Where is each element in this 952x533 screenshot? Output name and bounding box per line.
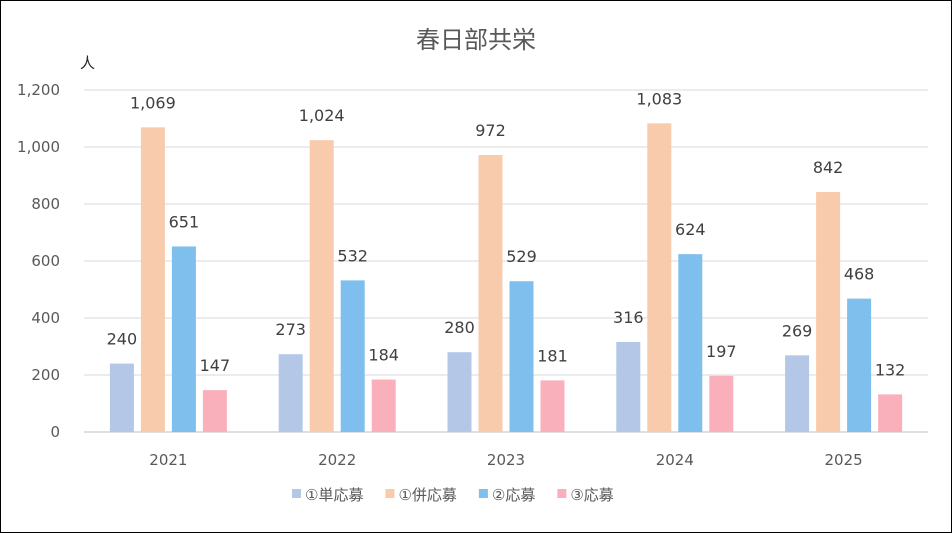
legend-swatch-series-2 (385, 489, 395, 498)
bar-2021-series-2 (140, 127, 165, 433)
data-label-2021-series-2: 1,069 (130, 93, 176, 112)
data-label-2025-series-1: 269 (782, 321, 813, 340)
data-label-2024-series-3: 624 (675, 220, 706, 239)
x-tick-label-2024: 2024 (656, 451, 694, 469)
bar-2024-series-2 (647, 123, 672, 432)
bar-2022-series-4 (371, 379, 396, 432)
x-tick-label-2022: 2022 (318, 451, 356, 469)
x-axis-ticks: 2021 2022 2023 2024 2025 (149, 451, 862, 469)
legend: ①単応募 ①併応募 ②応募 ③応募 (292, 486, 614, 504)
data-label-2024-series-1: 316 (613, 308, 644, 327)
data-label-2022-series-3: 532 (337, 246, 368, 265)
bar-2025-series-1 (785, 355, 810, 432)
y-axis-unit-label: 人 (80, 54, 95, 72)
bar-2025-series-3 (847, 298, 872, 432)
y-tick-label-800: 800 (31, 195, 60, 213)
legend-swatch-series-1 (292, 489, 301, 498)
y-tick-label-600: 600 (31, 252, 60, 270)
data-label-2023-series-2: 972 (475, 121, 506, 140)
data-label-2025-series-3: 468 (844, 265, 875, 284)
bar-2022-series-3 (340, 280, 365, 432)
bar-2023-series-4 (540, 380, 565, 432)
legend-label-series-1: ①単応募 (305, 486, 363, 504)
y-tick-label-1000: 1,000 (17, 138, 60, 156)
data-label-2022-series-1: 273 (275, 320, 306, 339)
bar-2021-series-1 (109, 363, 134, 432)
data-label-2022-series-2: 1,024 (299, 106, 345, 125)
y-tick-label-0: 0 (50, 423, 60, 441)
y-tick-label-200: 200 (31, 366, 60, 384)
data-label-2021-series-3: 651 (169, 212, 200, 231)
data-label-2022-series-4: 184 (368, 346, 399, 365)
bar-2021-series-4 (202, 390, 227, 432)
data-label-2024-series-4: 197 (706, 342, 737, 361)
bars (109, 123, 903, 433)
legend-swatch-series-3 (478, 489, 488, 498)
bar-2023-series-3 (509, 281, 534, 432)
legend-label-series-4: ③応募 (570, 486, 613, 504)
x-tick-label-2025: 2025 (825, 451, 863, 469)
bar-2025-series-2 (816, 192, 841, 432)
bar-2024-series-1 (616, 341, 641, 432)
legend-label-series-2: ①併応募 (398, 486, 456, 504)
legend-swatch-series-4 (557, 489, 567, 498)
data-label-2025-series-2: 842 (813, 158, 844, 177)
bar-2025-series-4 (878, 394, 903, 432)
data-label-2021-series-4: 147 (200, 356, 231, 375)
data-labels: 240 1,069 651 147 273 1,024 532 184 280 972 529 181… (107, 89, 906, 379)
chart-title: 春日部共栄 (416, 26, 536, 54)
bar-2024-series-4 (709, 375, 734, 432)
data-label-2023-series-4: 181 (537, 346, 568, 365)
y-tick-label-400: 400 (31, 309, 60, 327)
y-axis-ticks: 0 200 400 600 800 1,000 1,200 (17, 81, 60, 441)
x-tick-label-2023: 2023 (487, 451, 525, 469)
bar-2024-series-3 (678, 254, 703, 432)
y-tick-label-1200: 1,200 (17, 81, 60, 99)
bar-2022-series-1 (278, 354, 303, 432)
data-label-2021-series-1: 240 (107, 330, 138, 349)
data-label-2024-series-2: 1,083 (636, 89, 682, 108)
bar-2023-series-2 (478, 154, 503, 433)
data-label-2025-series-4: 132 (875, 360, 906, 379)
x-tick-label-2021: 2021 (149, 451, 187, 469)
legend-label-series-3: ②応募 (492, 486, 535, 504)
bar-2022-series-2 (309, 140, 334, 432)
data-label-2023-series-3: 529 (506, 247, 537, 266)
data-label-2023-series-1: 280 (444, 318, 475, 337)
bar-2023-series-1 (447, 352, 472, 432)
bar-2021-series-3 (171, 246, 196, 432)
